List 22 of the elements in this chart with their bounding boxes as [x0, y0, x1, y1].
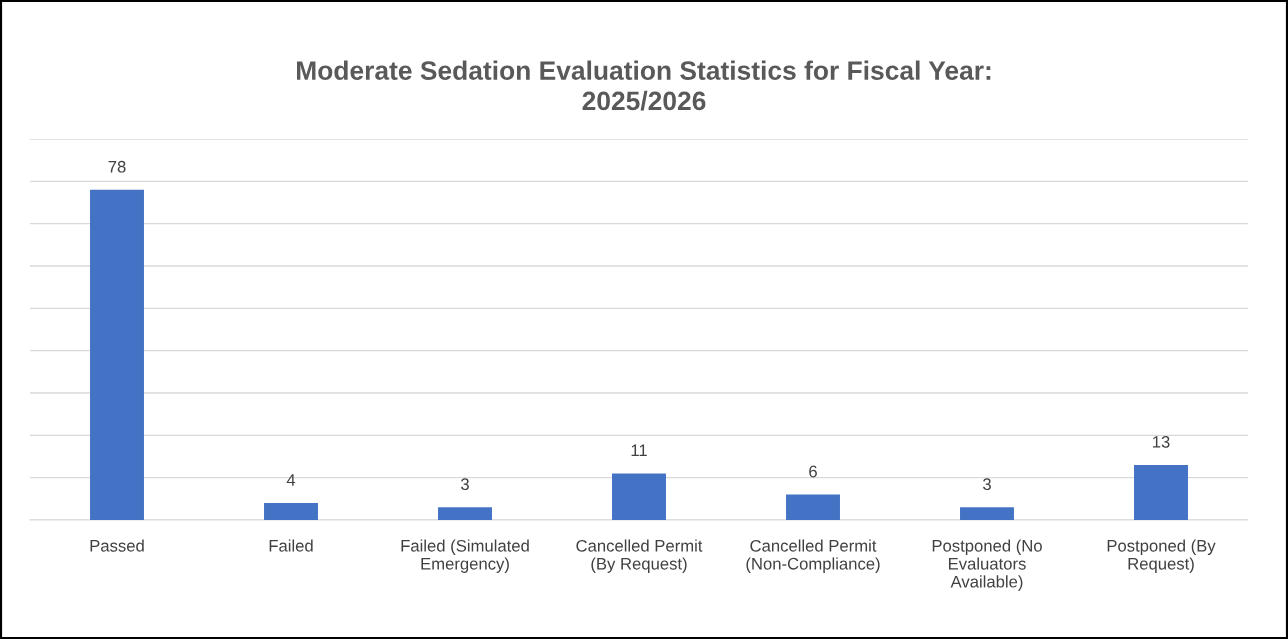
bar [612, 473, 666, 520]
data-label: 11 [631, 444, 647, 457]
x-tick-label: Passed [90, 539, 144, 552]
bar [264, 503, 318, 520]
bar [960, 507, 1014, 520]
data-label: 4 [286, 474, 296, 486]
data-label: 6 [809, 465, 817, 478]
x-tick-label: Postponed (By Request) [1107, 539, 1216, 573]
data-label: 3 [983, 478, 991, 491]
bar [90, 189, 144, 520]
bar [1134, 464, 1188, 520]
x-tick-label: Cancelled Permit (By Request) [576, 539, 703, 573]
x-tick-label: Failed (Simulated Emergency) [401, 539, 529, 573]
bar [786, 494, 840, 520]
x-tick-label: Postponed (No Evaluators Available) [932, 539, 1042, 591]
chart-title: Moderate Sedation Evaluation Statistics for Fiscal Year: 2025/2026 [297, 60, 991, 111]
data-label: 3 [461, 478, 469, 491]
bar [438, 507, 492, 520]
data-label: 13 [1153, 435, 1170, 448]
x-tick-label: Cancelled Permit (Non-Compliance) [746, 539, 880, 573]
x-tick-label: Failed [269, 539, 313, 552]
data-label: 78 [108, 160, 126, 173]
